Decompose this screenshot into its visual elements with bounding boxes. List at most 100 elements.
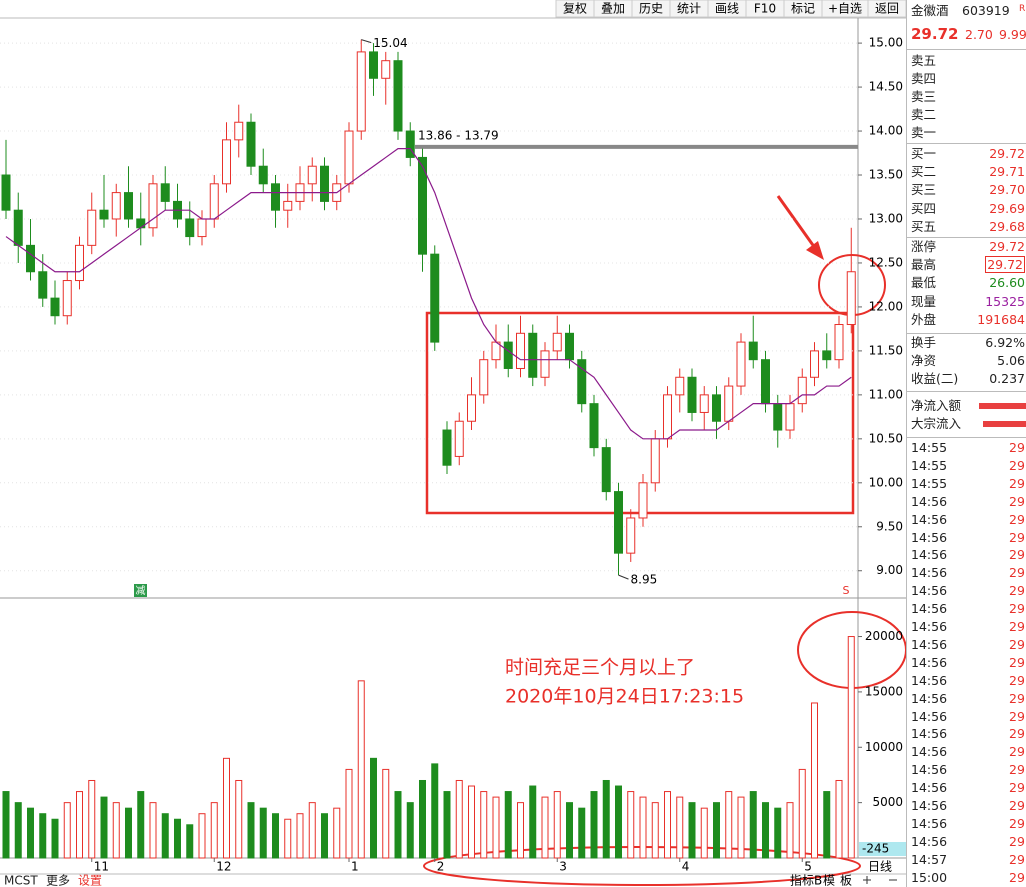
volume-bar — [798, 768, 806, 859]
volume-bar — [223, 757, 230, 859]
tick-time: 14:56 — [911, 815, 948, 831]
candle-body — [614, 491, 623, 554]
volume-bar — [541, 796, 549, 859]
volume-bar — [406, 802, 414, 859]
toolbar-button[interactable] — [555, 0, 595, 18]
toolbar-label[interactable]: F10 — [754, 2, 776, 16]
tick-price: 29 — [1009, 583, 1025, 599]
candle-body — [773, 403, 783, 431]
tick-price: 29 — [1009, 493, 1025, 509]
flow-bar — [979, 403, 1026, 409]
label: 净资 — [911, 353, 937, 369]
value: 0.237 — [989, 371, 1025, 387]
label: 最高 — [911, 257, 937, 273]
volume-bar — [480, 791, 488, 859]
tick-time: 14:56 — [911, 636, 948, 652]
tick-time: 14:56 — [911, 654, 948, 670]
bottom-tab[interactable]: 更多 — [46, 874, 70, 887]
volume-bar — [247, 802, 255, 859]
tick-time: 14:56 — [911, 690, 948, 706]
tick-price: 29 — [1009, 601, 1025, 617]
volume-bar — [76, 791, 83, 859]
volume-bar — [88, 779, 96, 859]
candle-body — [99, 209, 109, 220]
candle-body — [675, 376, 685, 396]
tick-time: 14:57 — [911, 851, 948, 867]
y-tick-label: 13.00 — [869, 211, 903, 225]
candle-body — [246, 121, 256, 167]
tick-price: 29 — [1009, 744, 1025, 760]
toolbar-label[interactable]: 复权 — [563, 2, 587, 16]
bottom-tab[interactable]: 设置 — [78, 874, 102, 887]
candle-body — [724, 385, 734, 422]
candle-body — [785, 403, 795, 431]
period-tab[interactable]: 日线 — [868, 860, 892, 874]
volume-bar — [14, 802, 22, 859]
label: 外盘 — [911, 311, 937, 327]
separator — [907, 49, 1026, 50]
flow-bar — [983, 421, 1026, 427]
value: 29.69 — [989, 200, 1025, 216]
stock-code: 603919 — [962, 3, 1010, 18]
candle-body — [381, 60, 391, 79]
candle-body — [479, 359, 489, 396]
toolbar-label[interactable]: 画线 — [715, 2, 739, 16]
separator — [907, 333, 1026, 334]
candle-body — [601, 447, 611, 493]
volume-bar — [529, 785, 537, 859]
tick-price: 29 — [1009, 815, 1025, 831]
toolbar-label[interactable]: 统计 — [677, 2, 701, 16]
label: 最低 — [911, 275, 937, 291]
volume-bar — [590, 791, 598, 859]
toolbar-label[interactable]: 叠加 — [601, 2, 625, 16]
candle-body — [797, 376, 807, 405]
volume-bar — [112, 802, 120, 859]
candle-body — [197, 218, 207, 238]
volume-bar — [700, 807, 708, 859]
y-tick-label: 9.00 — [876, 563, 903, 577]
stock-flag: R — [1019, 4, 1026, 14]
volume-bar — [517, 802, 524, 859]
volume-bar — [27, 807, 34, 859]
y-tick-label: 13.50 — [869, 168, 903, 182]
candle-body — [222, 139, 231, 185]
label: 现量 — [911, 293, 937, 309]
y-tick-label: 10000 — [865, 740, 903, 754]
toolbar-label[interactable]: 标记 — [791, 2, 815, 16]
tick-time: 14:56 — [911, 493, 948, 509]
volume-bar — [553, 791, 561, 859]
volume-bar — [443, 791, 451, 859]
toolbar-label[interactable]: +自选 — [828, 2, 862, 16]
candle-body — [822, 350, 832, 361]
candle-body — [626, 517, 636, 554]
candle-body — [393, 60, 403, 132]
x-tick-label: 3 — [559, 860, 567, 874]
toolbar-label[interactable]: 历史 — [639, 2, 663, 16]
candle-body — [810, 350, 819, 378]
flow-label: 净流入额 — [911, 398, 962, 413]
candle-body — [577, 359, 587, 405]
candle-body — [663, 394, 672, 440]
high-label: 15.04 — [373, 36, 407, 50]
candle-body — [418, 156, 427, 255]
bottom-tab[interactable]: 指标B — [790, 873, 822, 887]
bottom-tab[interactable]: MCST — [4, 874, 38, 887]
marker-box — [134, 584, 147, 597]
value: 29.71 — [989, 164, 1025, 180]
separator — [907, 237, 1026, 238]
candle-body — [1, 174, 11, 211]
volume-bar — [63, 802, 71, 859]
ask-label: 卖二 — [911, 107, 937, 122]
candle-body — [540, 350, 550, 378]
toolbar-label[interactable]: 返回 — [875, 2, 899, 16]
candle-body — [26, 244, 35, 273]
tick-time: 14:56 — [911, 583, 948, 599]
candle-body — [430, 253, 440, 343]
ask-label: 卖一 — [911, 125, 937, 140]
bottom-tab[interactable]: 模 — [823, 874, 835, 887]
bottom-tab[interactable]: 板 — [840, 874, 852, 887]
ask-label: 卖五 — [911, 53, 937, 68]
volume-bar — [615, 785, 622, 859]
candle-body — [761, 359, 770, 405]
candle-body — [234, 121, 244, 141]
